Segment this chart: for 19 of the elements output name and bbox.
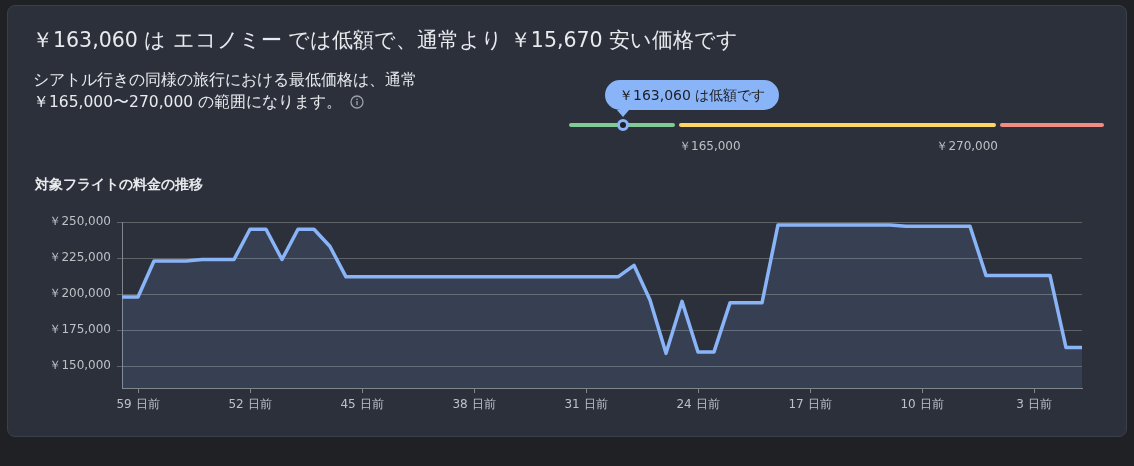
x-tick-label: 10 日前: [900, 397, 944, 412]
x-tick-label: 17 日前: [788, 397, 832, 412]
chart-title: 対象フライトの料金の推移: [35, 175, 203, 193]
x-tick-label: 59 日前: [116, 397, 160, 412]
text: ￥165,000: [679, 138, 741, 154]
text: ￥163,060 は エコノミー では低額で、通常より ￥15,670 安い価格です: [32, 27, 739, 54]
x-tick-label: 24 日前: [676, 397, 720, 412]
x-tick-label: 3 日前: [1016, 397, 1052, 412]
text: ￥270,000: [936, 138, 998, 154]
x-tick-label: 31 日前: [564, 397, 608, 412]
y-tick-label: ￥250,000: [49, 214, 111, 229]
y-tick-label: ￥150,000: [49, 358, 111, 373]
y-tick-label: ￥175,000: [49, 322, 111, 337]
x-tick-label: 45 日前: [340, 397, 384, 412]
text: シアトル行きの同様の旅行における最低価格は、通常￥165,000〜270,000 の範囲になります。: [33, 71, 417, 111]
y-tick-label: ￥200,000: [49, 286, 111, 301]
y-tick-label: ￥225,000: [49, 250, 111, 265]
x-tick-label: 52 日前: [228, 397, 272, 412]
x-tick-label: 38 日前: [452, 397, 496, 412]
